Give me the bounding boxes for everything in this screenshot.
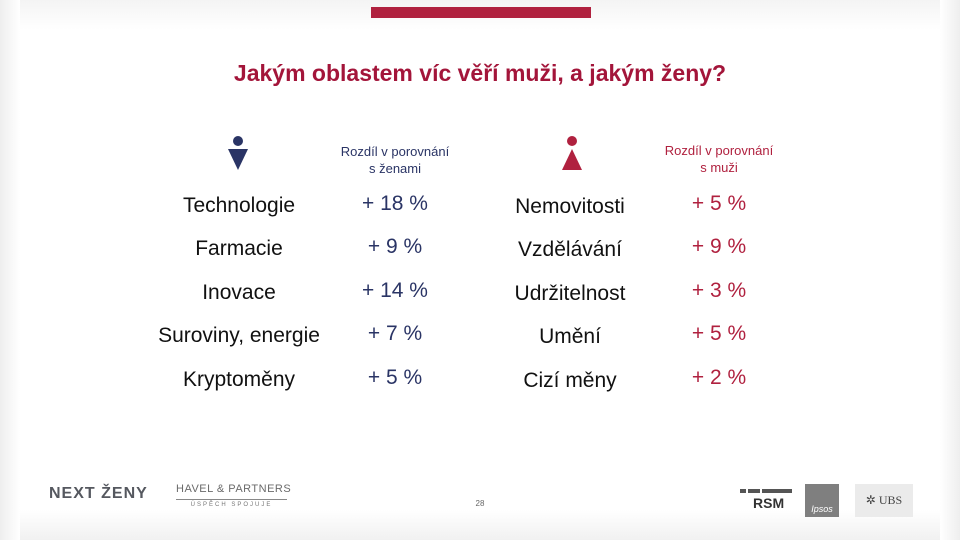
men-value: + 9 % bbox=[367, 235, 423, 258]
women-category: Nemovitosti bbox=[515, 195, 625, 218]
men-category: Suroviny, energie bbox=[158, 324, 320, 347]
men-header-line2: s ženami bbox=[368, 161, 422, 176]
men-column-header: Rozdíl v porovnání s ženami bbox=[325, 143, 465, 177]
women-header-line1: Rozdíl v porovnání bbox=[664, 143, 774, 158]
slide-title: Jakým oblastem víc věří muži, a jakým že… bbox=[233, 60, 727, 86]
women-value: + 5 % bbox=[691, 192, 747, 215]
men-header-line1: Rozdíl v porovnání bbox=[340, 144, 450, 159]
havel-divider bbox=[176, 499, 287, 500]
men-category: Farmacie bbox=[195, 237, 283, 260]
left-shade bbox=[0, 0, 20, 540]
ubs-logo-label: UBS bbox=[878, 493, 903, 507]
havel-tagline: ÚSPĚCH SPOJUJE bbox=[190, 502, 273, 508]
women-column-header: Rozdíl v porovnání s muži bbox=[649, 142, 789, 176]
rsm-logo-bars bbox=[740, 489, 792, 493]
women-value: + 9 % bbox=[691, 235, 747, 258]
page-number: 28 bbox=[475, 499, 485, 508]
women-value: + 5 % bbox=[691, 322, 747, 345]
accent-bar bbox=[371, 7, 591, 18]
women-category: Vzdělávání bbox=[518, 238, 622, 261]
havel-partners-logo: HAVEL & PARTNERS bbox=[176, 483, 292, 495]
ipsos-logo: Ipsos bbox=[805, 484, 839, 517]
women-header-line2: s muži bbox=[700, 160, 738, 175]
women-category: Cizí měny bbox=[523, 369, 617, 392]
men-category: Kryptoměny bbox=[182, 368, 296, 391]
men-value: + 5 % bbox=[367, 366, 423, 389]
rsm-logo-text: RSM bbox=[753, 495, 785, 511]
rsm-logo: RSM bbox=[740, 486, 792, 516]
ubs-logo: ✲ UBS bbox=[855, 484, 913, 517]
next-zeny-logo: NEXT ŽENY bbox=[49, 485, 148, 502]
women-category: Umění bbox=[539, 325, 601, 348]
women-value: + 3 % bbox=[691, 279, 747, 302]
right-shade bbox=[940, 0, 960, 540]
male-person-icon bbox=[228, 136, 248, 170]
female-person-icon bbox=[562, 136, 582, 170]
ipsos-logo-text: Ipsos bbox=[811, 504, 833, 514]
men-value: + 7 % bbox=[367, 322, 423, 345]
men-category: Inovace bbox=[202, 281, 276, 304]
men-value: + 18 % bbox=[362, 192, 428, 215]
ubs-logo-text: ✲ UBS bbox=[865, 493, 903, 507]
men-category: Technologie bbox=[182, 194, 296, 217]
women-category: Udržitelnost bbox=[514, 282, 626, 305]
men-value: + 14 % bbox=[362, 279, 428, 302]
women-value: + 2 % bbox=[691, 366, 747, 389]
